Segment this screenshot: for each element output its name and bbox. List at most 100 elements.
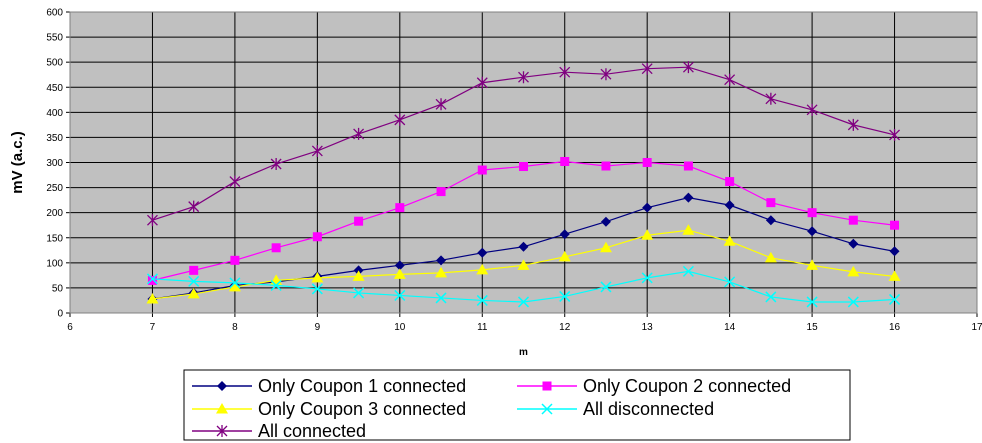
data-point <box>187 287 200 299</box>
legend-item: Only Coupon 3 connected <box>192 399 466 419</box>
data-point <box>641 229 654 240</box>
grid-lines <box>69 11 978 314</box>
data-point <box>311 271 324 283</box>
plot-border <box>69 11 978 314</box>
data-point <box>559 66 571 79</box>
data-point <box>188 275 200 287</box>
legend-marker <box>216 403 228 414</box>
legend: Only Coupon 1 connected Only Coupon 2 con… <box>183 369 851 441</box>
legend-box <box>183 369 851 441</box>
data-point <box>806 296 818 308</box>
data-point <box>889 246 900 257</box>
data-point <box>641 62 653 75</box>
data-point <box>682 61 694 74</box>
data-point <box>847 265 860 277</box>
series-5 <box>146 61 901 227</box>
x-tick-label: 11 <box>477 322 488 333</box>
data-point <box>600 68 612 81</box>
legend-label: Only Coupon 3 connected <box>258 399 466 419</box>
x-tick-label: 6 <box>67 322 73 333</box>
data-point <box>477 247 488 258</box>
x-tick-labels: 6 7 8 9 10 11 12 13 14 15 16 17 <box>67 322 982 333</box>
data-point <box>230 255 240 265</box>
data-point <box>848 215 858 225</box>
data-point <box>641 272 653 284</box>
y-tick-label: 0 <box>57 309 63 320</box>
legend-item: All disconnected <box>517 399 714 419</box>
data-point <box>599 241 612 253</box>
data-point <box>353 265 364 276</box>
legend-label: All disconnected <box>583 399 714 419</box>
x-axis-label: m <box>519 347 528 358</box>
data-point <box>847 296 859 308</box>
series-4 <box>146 265 901 308</box>
data-point <box>394 113 406 126</box>
data-point <box>393 268 406 279</box>
data-point <box>519 162 528 172</box>
data-point <box>600 281 612 293</box>
data-point <box>806 103 818 116</box>
data-point <box>353 287 365 299</box>
data-point <box>146 292 159 304</box>
data-point <box>436 255 447 266</box>
data-point <box>806 259 819 270</box>
data-point <box>766 198 776 208</box>
y-tick-label: 600 <box>46 8 63 19</box>
data-point <box>394 260 405 271</box>
data-point <box>682 224 695 235</box>
data-point <box>683 161 693 171</box>
y-tick-label: 100 <box>46 258 63 269</box>
y-tick-label: 400 <box>46 108 63 119</box>
data-point <box>765 291 777 303</box>
legend-marker <box>542 381 552 391</box>
data-point <box>270 158 282 171</box>
data-point <box>807 208 817 218</box>
data-point <box>765 215 776 226</box>
data-point <box>271 243 281 253</box>
data-point <box>764 251 777 263</box>
data-point <box>518 241 529 252</box>
y-tick-label: 350 <box>46 133 63 144</box>
legend-marker <box>216 425 228 437</box>
data-point <box>476 76 488 89</box>
legend-item: Only Coupon 1 connected <box>192 376 466 396</box>
data-point <box>228 280 241 292</box>
data-point <box>517 259 530 270</box>
x-tick-label: 16 <box>889 322 901 333</box>
y-tick-label: 150 <box>46 233 63 244</box>
y-tick-label: 250 <box>46 183 63 194</box>
data-point <box>558 250 571 262</box>
data-point <box>807 226 818 237</box>
data-point <box>188 200 200 213</box>
legend-marker <box>541 403 553 415</box>
y-tick-label: 550 <box>46 33 63 44</box>
data-point <box>765 92 777 105</box>
x-tick-label: 8 <box>232 322 238 333</box>
data-point <box>890 220 900 230</box>
series-3 <box>146 224 901 304</box>
data-point <box>642 202 653 213</box>
data-point <box>436 187 446 197</box>
data-point <box>723 235 736 246</box>
data-point <box>311 144 323 157</box>
data-point <box>889 293 901 305</box>
data-point <box>311 283 323 295</box>
data-point <box>146 273 158 285</box>
data-point <box>146 214 158 227</box>
data-point <box>312 232 322 242</box>
data-point <box>229 277 241 289</box>
y-axis-label: mV (a.c.) <box>9 131 26 194</box>
data-point <box>352 270 365 281</box>
data-point <box>476 263 489 275</box>
data-point <box>435 292 447 304</box>
data-point <box>724 200 735 211</box>
y-tick-label: 450 <box>46 83 63 94</box>
data-point <box>476 294 488 306</box>
y-tick-label: 200 <box>46 208 63 219</box>
x-tick-label: 10 <box>394 322 406 333</box>
data-point <box>888 270 901 281</box>
legend-label: Only Coupon 2 connected <box>583 376 791 396</box>
data-point <box>600 216 611 227</box>
series-group <box>146 61 901 308</box>
